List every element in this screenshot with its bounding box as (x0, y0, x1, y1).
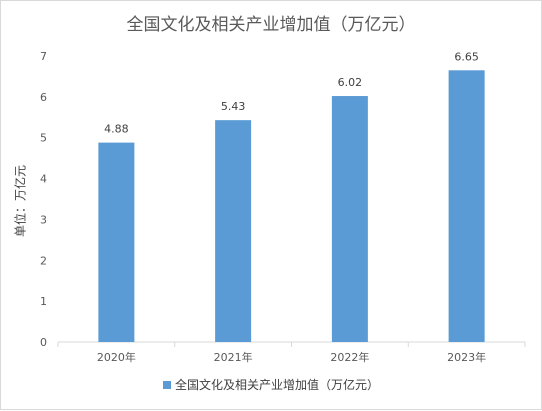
legend-swatch (162, 380, 171, 389)
bar (215, 120, 252, 342)
bar (448, 70, 485, 343)
legend: 全国文化及相关产业增加值（万亿元） (1, 376, 541, 393)
y-tick-label: 1 (40, 295, 47, 308)
bar (98, 142, 135, 342)
data-label: 6.65 (454, 50, 479, 63)
y-tick-label: 4 (40, 173, 47, 186)
data-label: 4.88 (104, 123, 129, 136)
y-tick-label: 7 (40, 50, 47, 63)
data-label: 5.43 (221, 100, 246, 113)
y-tick-label: 2 (40, 254, 47, 267)
bar (331, 96, 368, 342)
x-tick-label: 2022年 (330, 350, 369, 364)
x-tick-label: 2020年 (97, 350, 136, 364)
y-tick-label: 3 (40, 213, 47, 226)
legend-label: 全国文化及相关产业增加值（万亿元） (174, 378, 379, 392)
y-tick-label: 5 (40, 132, 47, 145)
y-tick-label: 6 (40, 91, 47, 104)
data-label: 6.02 (338, 76, 363, 89)
y-tick-label: 0 (40, 336, 47, 349)
x-tick-label: 2023年 (447, 350, 486, 364)
chart-title: 全国文化及相关产业增加值（万亿元） (126, 15, 416, 35)
x-tick-label: 2021年 (214, 350, 253, 364)
